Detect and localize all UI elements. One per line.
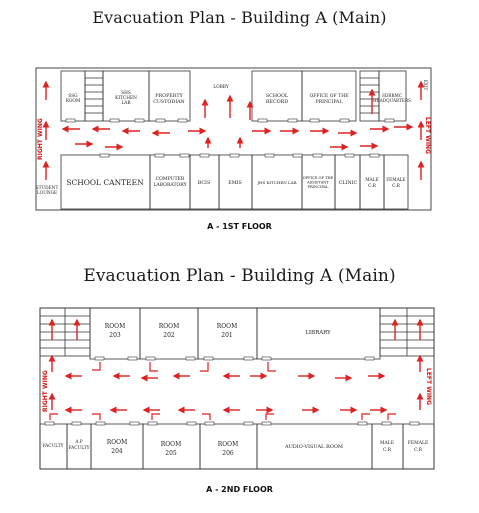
floor2-stairs-left (39, 307, 91, 357)
label-jhs-kitchen: JHS KITCHEN LAB (256, 180, 296, 185)
label-female-cr: FEMALE C.R (386, 178, 406, 189)
label-exit: EXIT (423, 80, 428, 91)
label-lobby: LOBBY (213, 85, 229, 90)
label-sdrrmc: SDRRMC HEADQUARTERS (373, 93, 411, 103)
floor2-caption: A - 2ND FLOOR (206, 485, 273, 494)
floor2-title: Evacuation Plan - Building A (Main) (83, 266, 396, 286)
floor2-wing-right: LEFT WING (425, 368, 432, 405)
floor1-stairs-left (84, 70, 104, 122)
floor1-outline (35, 67, 432, 211)
label-principal: OFFICE OF THE PRINCIPAL (309, 93, 348, 105)
floor2-wing-left: RIGHT WING (42, 370, 49, 412)
floor2-stairs-right (379, 307, 435, 357)
label-property-custodian: PROPERTY CUSTODIAN (153, 93, 185, 105)
label-bcis: BCIS (198, 180, 210, 186)
floor2-door-arrows (49, 362, 396, 420)
label-room-201: ROOM 201 (217, 323, 238, 339)
label-student-lounge: STUDENT LOUNGE (36, 186, 59, 196)
floor1-plan: SSG ROOM SHS KITCHEN LAB PROPERTY CUSTODIAN … (35, 67, 432, 211)
label-shs-kitchen: SHS KITCHEN LAB (115, 91, 137, 106)
label-male-cr-2: MALE C.R (380, 440, 394, 453)
label-ssg-room: SSG ROOM (66, 94, 81, 104)
room-female-cr (383, 154, 409, 210)
floor1-wing-right: LEFT WING (424, 117, 431, 154)
label-emis: EMIS (228, 180, 242, 186)
room-principal-office (301, 70, 357, 122)
room-property-custodian (148, 70, 191, 122)
floor1-caption: A - 1ST FLOOR (207, 222, 272, 231)
label-audio-visual: AUDIO-VISUAL ROOM (284, 444, 343, 450)
label-school-record: SCHOOL RECORD (266, 93, 289, 105)
label-room-204: ROOM 204 (107, 439, 128, 455)
label-male-cr: MALE C.R (365, 178, 379, 189)
label-female-cr-2: FEMALE C.R (408, 440, 429, 453)
floor1-wing-left: RIGHT WING (37, 118, 44, 160)
label-assistant-principal: OFFICE OF THE ASSISTANT PRINCIPAL (303, 176, 334, 189)
floor2-evacuation-arrows (48, 318, 424, 414)
label-clinic: CLINIC (339, 180, 358, 186)
label-room-203: ROOM 203 (105, 323, 126, 339)
room-male-cr-2 (371, 423, 404, 470)
floor1-title: Evacuation Plan - Building A (Main) (92, 8, 387, 27)
label-library: LIBRARY (305, 330, 331, 336)
label-school-canteen: SCHOOL CANTEEN (66, 178, 144, 187)
label-room-205: ROOM 205 (161, 441, 182, 457)
label-room-206: ROOM 206 (218, 441, 239, 457)
label-ap-faculty: A.P FACULTY (69, 440, 90, 451)
room-204 (90, 423, 144, 470)
floor1-evacuation-arrows (42, 80, 425, 180)
label-room-202: ROOM 202 (159, 323, 180, 339)
label-faculty: FACULTY (43, 444, 64, 449)
room-female-cr-2 (402, 423, 435, 470)
label-computer-lab: COMPUTER LABORATORY (153, 176, 187, 188)
